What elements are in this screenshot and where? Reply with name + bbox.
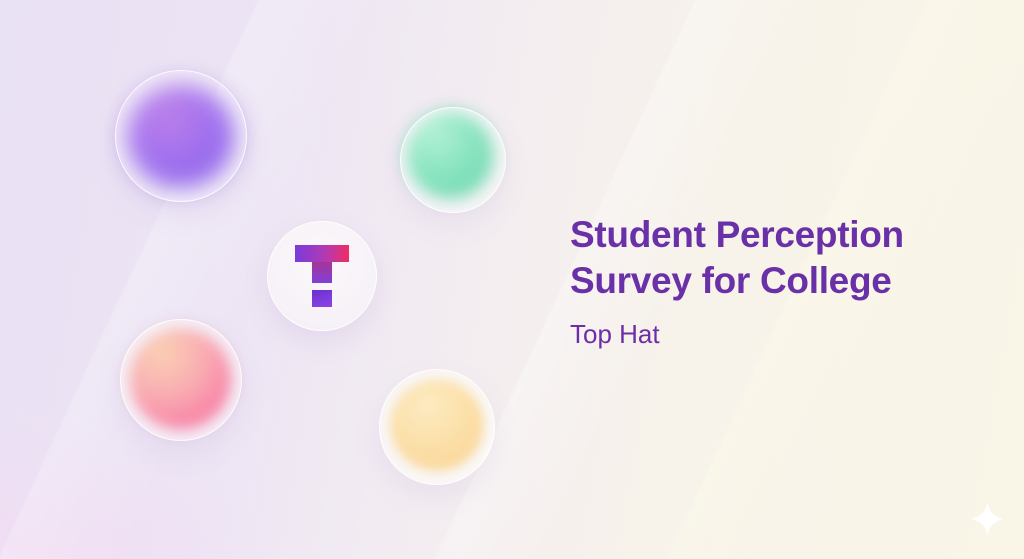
slide-title-line-2: Survey for College [570, 260, 892, 301]
slide-subtitle: Top Hat [570, 319, 660, 349]
glass-sphere-yellow [379, 369, 495, 485]
sphere-purple-glass-ring [115, 70, 247, 202]
sphere-yellow-glass-ring [379, 369, 495, 485]
sphere-green-glass-ring [400, 107, 506, 213]
glass-sphere-pink [120, 319, 242, 441]
top-hat-logo-icon [295, 245, 349, 307]
title-block: Student Perception Survey for College Top… [570, 212, 1000, 349]
logo-t-bar [295, 245, 349, 262]
glass-sphere-purple [115, 70, 247, 202]
top-hat-logo-badge [267, 221, 377, 331]
slide-title: Student Perception Survey for College [570, 212, 1000, 304]
sparkle-star-icon [971, 501, 1004, 537]
logo-t-dot [312, 290, 332, 307]
slide-title-line-1: Student Perception [570, 214, 904, 255]
glass-sphere-green [400, 107, 506, 213]
logo-t-stem [312, 262, 332, 283]
sphere-pink-glass-ring [120, 319, 242, 441]
